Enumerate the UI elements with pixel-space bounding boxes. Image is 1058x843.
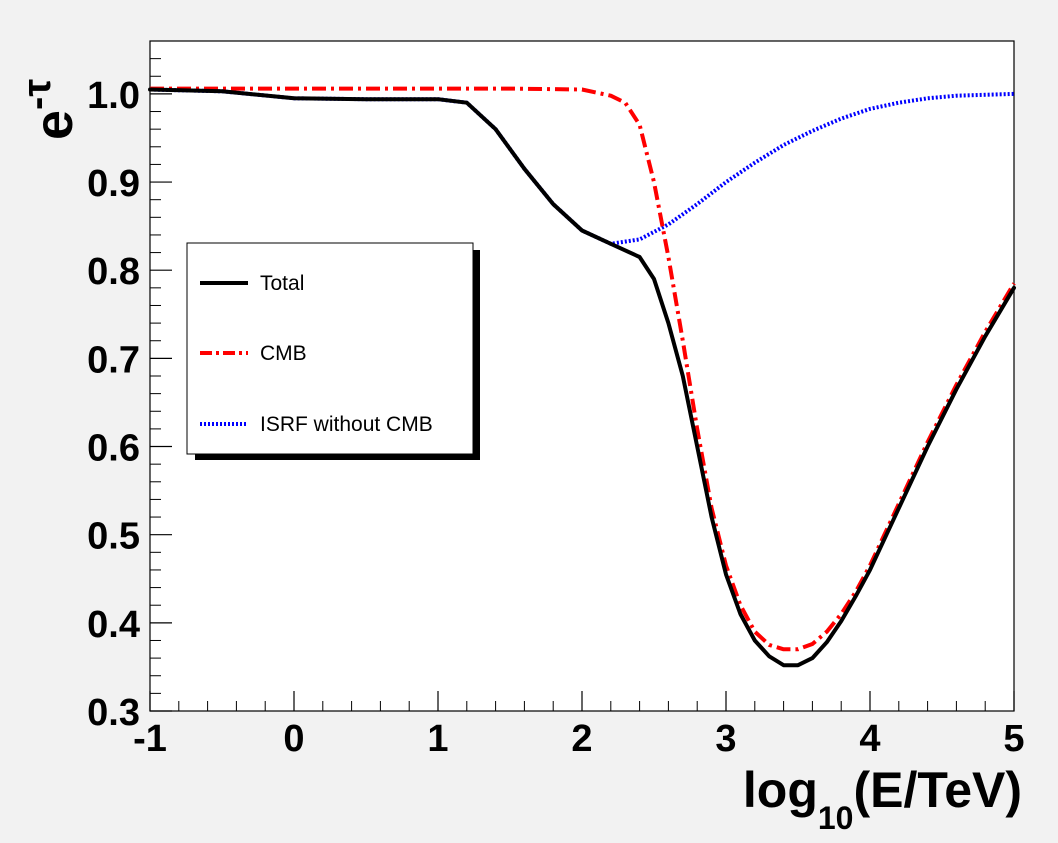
legend-label-total: Total bbox=[260, 272, 304, 295]
x-tick-label: 1 bbox=[427, 718, 448, 760]
x-axis-title-rest: (E/TeV) bbox=[853, 762, 1022, 818]
legend-box bbox=[186, 242, 474, 455]
y-tick-label: 0.9 bbox=[87, 163, 140, 205]
y-axis-title-base: e bbox=[24, 110, 84, 140]
series-layer bbox=[148, 86, 1016, 668]
series-line-cmb bbox=[150, 86, 1016, 652]
y-tick-label: 0.3 bbox=[87, 692, 140, 734]
legend-label-isrf: ISRF without CMB bbox=[260, 413, 433, 436]
x-tick-label: -1 bbox=[133, 718, 167, 760]
x-axis-title: log10(E/TeV) bbox=[743, 762, 1022, 836]
y-tick-label: 1.0 bbox=[87, 75, 140, 117]
x-tick-label: 2 bbox=[571, 718, 592, 760]
y-tick-label: 0.6 bbox=[87, 428, 140, 470]
y-tick-label: 0.4 bbox=[87, 604, 140, 646]
axes-layer: -1 0 1 2 3 4 5 0.3 0.4 0.5 0.6 0.7 0.8 0.9 1.0 bbox=[87, 40, 1025, 760]
x-tick-label: 5 bbox=[1003, 718, 1024, 760]
series-line-total bbox=[148, 87, 1016, 668]
legend: Total CMB ISRF without CMB bbox=[186, 242, 480, 460]
y-axis-title: e-τ bbox=[15, 79, 84, 140]
y-axis-title-sup: -τ bbox=[15, 79, 59, 110]
legend-label-cmb: CMB bbox=[260, 342, 307, 365]
x-tick-label: 3 bbox=[715, 718, 736, 760]
x-axis-title-sub: 10 bbox=[818, 800, 854, 836]
svg-text:e-τ: e-τ bbox=[15, 79, 84, 140]
x-tick-label: 0 bbox=[283, 718, 304, 760]
x-axis-title-base: log bbox=[743, 762, 818, 818]
y-tick-label: 0.5 bbox=[87, 516, 140, 558]
y-tick-label: 0.8 bbox=[87, 251, 140, 293]
y-tick-label: 0.7 bbox=[87, 339, 140, 381]
x-tick-label: 4 bbox=[859, 718, 880, 760]
